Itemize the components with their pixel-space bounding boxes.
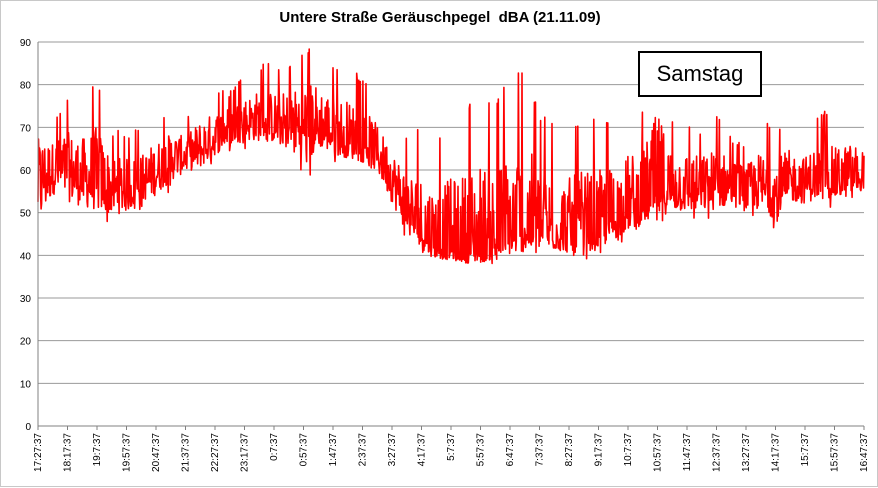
y-tick-label: 80 (20, 81, 32, 92)
x-tick-label: 6:47:37 (505, 433, 516, 467)
x-tick-label: 20:47:37 (151, 433, 162, 472)
x-tick-label: 19:7:37 (92, 433, 103, 467)
x-tick-label: 5:7:37 (446, 433, 457, 461)
y-tick-label: 50 (20, 209, 32, 220)
x-tick-label: 3:27:37 (387, 433, 398, 467)
x-tick-label: 5:57:37 (476, 433, 487, 467)
x-tick-label: 11:47:37 (682, 433, 693, 472)
x-tick-label: 15:57:37 (830, 433, 841, 472)
x-tick-label: 9:17:37 (594, 433, 605, 467)
y-tick-label: 20 (20, 337, 32, 348)
x-tick-label: 15:7:37 (800, 433, 811, 467)
annotation-label: Samstag (657, 61, 744, 87)
x-tick-label: 2:37:37 (358, 433, 369, 467)
x-tick-label: 1:47:37 (328, 433, 339, 467)
y-tick-label: 0 (25, 422, 31, 433)
x-tick-label: 19:57:37 (122, 433, 133, 472)
y-tick-label: 40 (20, 251, 32, 262)
x-tick-label: 22:27:37 (210, 433, 221, 472)
y-tick-label: 70 (20, 123, 32, 134)
x-tick-label: 18:17:37 (63, 433, 74, 472)
x-tick-label: 16:47:37 (859, 433, 870, 472)
x-tick-label: 23:17:37 (240, 433, 251, 472)
x-tick-label: 7:37:37 (535, 433, 546, 467)
x-tick-label: 14:17:37 (771, 433, 782, 472)
x-tick-label: 21:37:37 (181, 433, 192, 472)
x-tick-label: 17:27:37 (33, 433, 44, 472)
x-tick-label: 12:37:37 (712, 433, 723, 472)
x-tick-label: 8:27:37 (564, 433, 575, 467)
x-tick-label: 10:57:37 (653, 433, 664, 472)
x-tick-label: 0:7:37 (269, 433, 280, 461)
y-tick-label: 30 (20, 294, 32, 305)
x-tick-label: 13:27:37 (741, 433, 752, 472)
y-tick-label: 60 (20, 166, 32, 177)
x-tick-label: 4:17:37 (417, 433, 428, 467)
annotation-box: Samstag (638, 51, 762, 97)
y-tick-label: 10 (20, 379, 32, 390)
y-tick-label: 90 (20, 38, 32, 49)
x-tick-label: 10:7:37 (623, 433, 634, 467)
x-tick-label: 0:57:37 (299, 433, 310, 467)
